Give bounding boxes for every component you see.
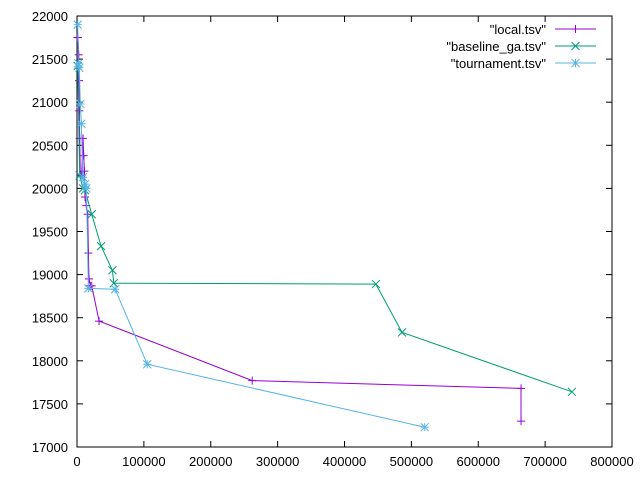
legend-marker — [571, 25, 580, 33]
data-point — [397, 328, 407, 337]
series-line — [77, 37, 522, 422]
data-point — [78, 172, 88, 182]
series-line — [77, 24, 425, 428]
data-point — [75, 76, 84, 85]
data-point — [73, 20, 83, 29]
data-point — [96, 241, 106, 251]
legend-label: "local.tsv" — [490, 22, 547, 37]
axis-ticks: 0 100000 200000 300000 400000 500000 600000 700… — [32, 9, 634, 469]
legend-item: "local.tsv" — [490, 22, 596, 37]
y-tick-label: 17000 — [32, 440, 68, 455]
data-point — [76, 119, 86, 129]
data-point — [87, 209, 97, 219]
data-point — [142, 359, 152, 369]
data-point — [371, 279, 381, 289]
data-point — [95, 317, 104, 326]
data-point — [110, 284, 120, 294]
x-tick-label: 0 — [73, 454, 80, 469]
legend-label: "tournament.tsv" — [451, 56, 547, 71]
series-1 — [73, 61, 577, 397]
y-tick-label: 21500 — [32, 52, 68, 67]
data-point — [84, 284, 93, 293]
data-point — [83, 210, 92, 219]
data-point — [108, 265, 117, 275]
x-tick-label: 100000 — [122, 454, 165, 469]
x-tick-label: 800000 — [590, 454, 633, 469]
legend-marker — [571, 58, 580, 68]
data-point — [82, 184, 91, 193]
data-point — [517, 384, 526, 393]
legend: "local.tsv" "baseline_ga.tsv" "tournament.… — [446, 22, 596, 71]
y-tick-label: 18000 — [32, 354, 68, 369]
y-tick-label: 19500 — [32, 225, 68, 240]
data-point — [80, 167, 89, 176]
series-layer — [73, 20, 577, 432]
plot-frame — [76, 15, 613, 448]
x-tick-label: 600000 — [457, 454, 500, 469]
data-point — [79, 134, 88, 143]
y-tick-label: 19000 — [32, 268, 68, 283]
data-point — [74, 63, 84, 73]
y-tick-label: 18500 — [32, 311, 68, 326]
data-point — [517, 417, 526, 426]
x-tick-label: 400000 — [323, 454, 366, 469]
y-tick-label: 20000 — [32, 181, 68, 196]
data-point — [420, 422, 430, 432]
data-point — [84, 249, 93, 258]
legend-marker — [571, 41, 580, 51]
legend-label: "baseline_ga.tsv" — [446, 39, 546, 54]
series-2 — [73, 20, 430, 432]
x-tick-label: 500000 — [390, 454, 433, 469]
data-point — [75, 106, 84, 115]
data-point — [79, 151, 88, 160]
y-tick-label: 22000 — [32, 9, 68, 24]
data-point — [81, 193, 90, 202]
x-tick-label: 700000 — [523, 454, 566, 469]
data-point — [75, 99, 85, 109]
data-point — [248, 376, 257, 385]
y-tick-label: 21000 — [32, 95, 68, 110]
x-tick-label: 200000 — [189, 454, 232, 469]
legend-item: "tournament.tsv" — [451, 56, 596, 71]
series-0 — [73, 33, 526, 426]
x-tick-label: 300000 — [256, 454, 299, 469]
y-tick-label: 17500 — [32, 397, 68, 412]
data-point — [85, 274, 94, 283]
series-line — [77, 65, 573, 393]
data-point — [567, 387, 577, 397]
legend-item: "baseline_ga.tsv" — [446, 39, 596, 54]
y-tick-label: 20500 — [32, 138, 68, 153]
